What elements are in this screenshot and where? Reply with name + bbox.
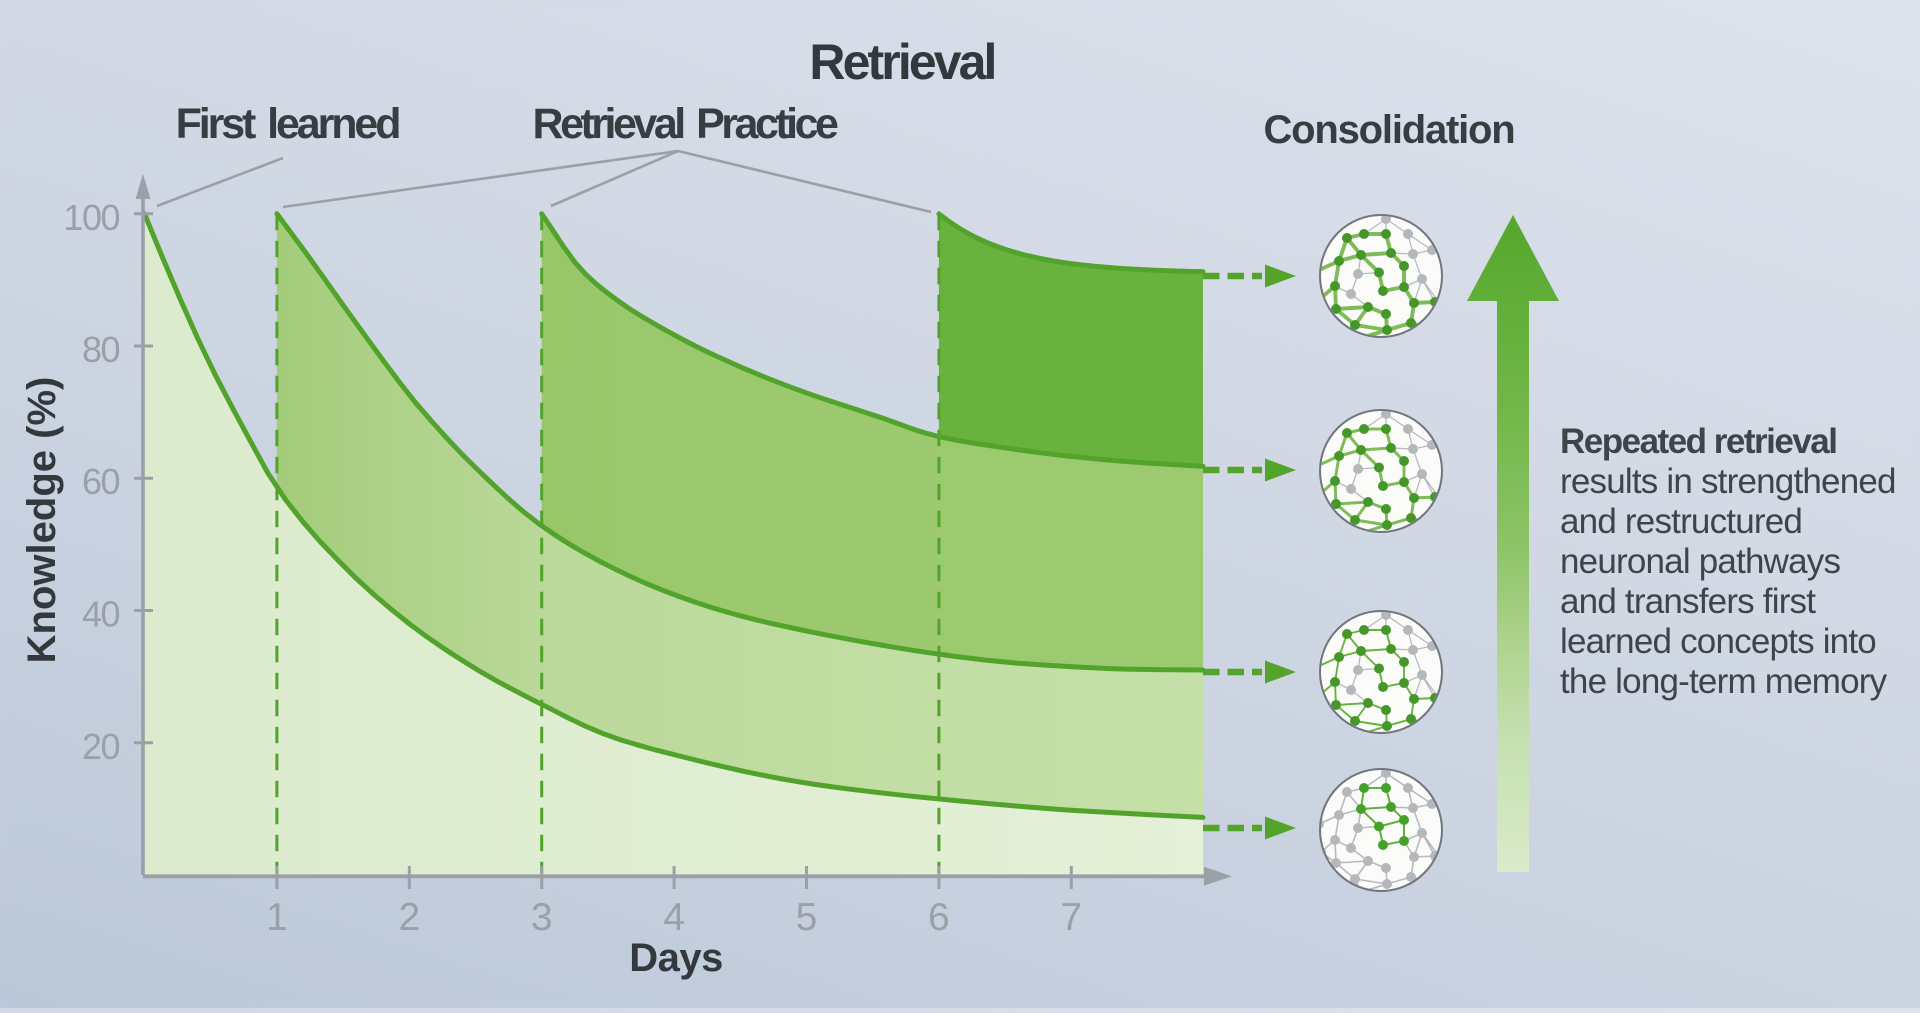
svg-text:5: 5 [796,896,818,939]
svg-text:1: 1 [266,896,288,939]
svg-text:4: 4 [663,896,685,939]
svg-text:60: 60 [82,461,120,502]
svg-text:2: 2 [398,896,420,939]
svg-text:learned concepts into: learned concepts into [1560,622,1876,661]
svg-text:results in strengthened: results in strengthened [1560,462,1896,501]
svg-text:20: 20 [82,726,120,767]
svg-text:Consolidation: Consolidation [1263,108,1514,152]
svg-text:Retrieval: Retrieval [809,34,994,90]
svg-text:6: 6 [928,896,950,939]
svg-text:neuronal pathways: neuronal pathways [1560,542,1841,581]
svg-text:80: 80 [82,329,120,370]
svg-text:the long-term memory: the long-term memory [1560,662,1888,701]
svg-text:7: 7 [1060,896,1082,939]
svg-text:and transfers first: and transfers first [1560,582,1816,621]
svg-text:100: 100 [63,197,119,238]
svg-text:Knowledge (%): Knowledge (%) [20,377,64,664]
svg-text:and restructured: and restructured [1560,502,1802,541]
svg-text:Days: Days [629,936,723,980]
svg-text:3: 3 [531,896,553,939]
svg-text:Retrieval Practice: Retrieval Practice [533,100,839,148]
svg-text:40: 40 [82,594,120,635]
svg-text:First learned: First learned [176,100,400,148]
svg-text:Repeated retrieval: Repeated retrieval [1560,422,1836,461]
